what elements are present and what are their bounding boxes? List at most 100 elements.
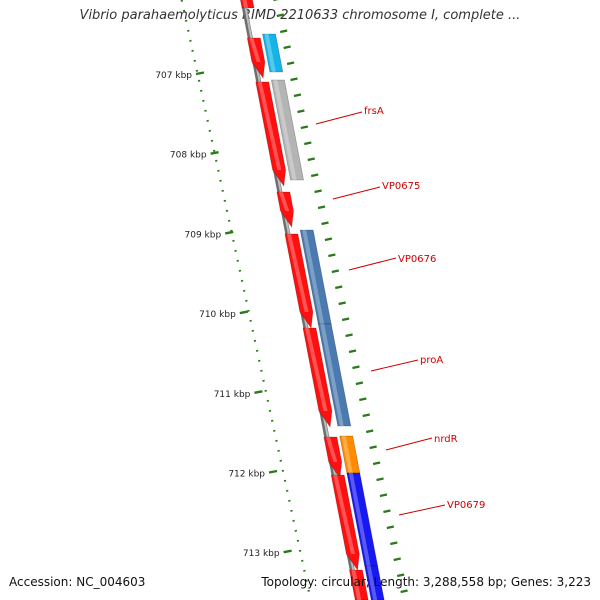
gene-label: VP0675 [382,181,420,192]
gene-box-blue-shine [366,566,378,600]
gc-skew-mark [393,557,401,562]
gc-skew-mark [383,509,391,514]
gc-skew-mark [300,125,309,130]
gc-skew-mark [338,301,346,306]
scale-tick [254,390,263,394]
gene-label-leader [348,257,397,271]
gene-label-leader [398,504,446,516]
genome-summary-text: Topology: circular; Length: 3,288,558 bp… [261,575,591,589]
scale-tick-label: 711 kbp [214,390,251,400]
cds-arrow [330,474,360,572]
gc-skew-mark [335,285,343,290]
map-title: Vibrio parahaemolyticus RIMD 2210633 chr… [79,8,521,23]
gc-skew-mark [345,333,353,338]
cds-arrow-shine [249,38,261,62]
gc-skew-mark [324,237,333,242]
gc-skew-mark [290,77,298,82]
cds-box-shine [351,570,362,600]
scale-tick [224,230,234,235]
gc-skew-mark [286,61,295,66]
scale-tick-label: 710 kbp [199,310,236,320]
scale-tick [268,469,278,474]
gene-box-cyan [262,33,284,73]
scale-tick [239,310,249,315]
gc-skew-mark [355,381,364,386]
gene-label: proA [420,355,443,366]
cds-arrow-shine [257,82,282,170]
gc-skew-mark [331,269,340,274]
gene-box-blue-shine [348,473,371,566]
gc-skew-track-outer [273,0,408,594]
gc-skew-mark [341,317,350,322]
feature-track [240,0,385,600]
gene-label: VP0679 [447,500,485,511]
gc-skew-mark [304,141,312,146]
gene-box-steel [317,323,352,427]
gc-skew-mark [310,173,319,178]
cds-arrow-shine [304,328,328,411]
scale-tick [195,71,205,76]
scale-tick-label: 708 kbp [170,151,207,161]
gene-box-steel-shine [302,230,325,324]
gc-skew-mark [352,365,360,370]
cds-arrow [246,37,266,80]
gc-skew-mark [348,349,357,354]
gc-skew-mark [293,93,302,98]
gc-skew-mark [400,589,408,594]
scale-tick-label: 713 kbp [243,549,280,559]
cds-arrow [276,191,294,229]
gc-skew-track-inner [180,0,310,592]
gene-box-grey-shine [273,80,297,180]
gene-label-leader [332,186,381,200]
scale-tick-label: 709 kbp [185,230,222,240]
gc-skew-mark [386,525,395,530]
cds-arrow-shine [278,192,290,211]
gc-skew-mark [379,493,388,498]
gc-skew-mark [396,573,405,578]
gene-box-orange-shine [341,436,353,473]
gc-skew-mark [372,461,381,466]
gc-skew-mark [328,253,336,258]
cds-arrow [284,233,314,330]
gene-labels: frsA VP0675 VP0676 proA nrdR VP0679 [315,106,485,516]
gc-skew-mark [369,445,377,450]
scale-tick [283,549,292,554]
accession-text: Accession: NC_004603 [9,575,146,589]
scale-tick-label: 707 kbp [155,71,192,81]
gene-box-grey [270,79,305,181]
cds-arrow [323,436,343,480]
cds-box [348,569,369,600]
cds-arrow [302,327,333,429]
gc-skew-mark [362,413,370,418]
gc-skew-mark [276,13,284,18]
gc-skew-mark [359,397,367,402]
gene-label-leader [385,437,433,451]
gene-label: VP0676 [398,254,436,265]
gene-box-steel-shine [320,324,344,426]
gc-skew-mark [297,109,305,114]
gc-skew-mark [365,429,374,434]
gc-skew-mark [314,189,322,194]
cds-arrow-shine [325,437,338,462]
gc-skew-mark [376,477,384,482]
cds-arrow [255,81,287,188]
gene-box-cyan-shine [264,34,276,72]
gc-skew-mark [317,205,326,210]
cds-arrow-shine [333,475,356,554]
gene-label-leader [315,111,363,125]
gene-label-leader [370,359,419,372]
gc-skew-mark [390,541,398,546]
cds-arrow-shine [286,234,309,312]
gc-skew-mark [307,157,315,162]
gene-label: frsA [364,106,384,117]
cds-box [240,0,255,9]
scale-ticks: 707 kbp 708 kbp 709 kbp 710 kbp 711 kbp 712 k… [155,71,292,559]
gc-skew-mark [283,45,291,50]
gene-label: nrdR [434,434,458,445]
gc-skew-mark [321,221,329,226]
cds-box-shine [242,0,249,8]
scale-tick-label: 712 kbp [228,470,265,480]
gc-skew-mark [279,29,288,34]
gene-box-blue [364,565,385,600]
